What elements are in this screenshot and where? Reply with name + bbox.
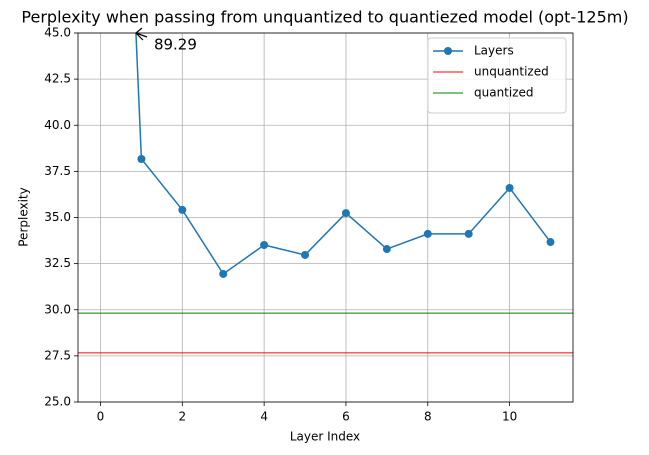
annotation-arrow: [135, 27, 148, 41]
chart-title: Perplexity when passing from unquantized…: [21, 8, 628, 27]
y-tick-label: 42.5: [44, 72, 71, 86]
legend-label: unquantized: [474, 65, 549, 79]
y-tick-label: 37.5: [44, 164, 71, 178]
data-point: [301, 250, 310, 259]
x-tick-label: 4: [260, 410, 268, 424]
annotation: 89.29: [154, 36, 197, 54]
plot-frame: [77, 32, 574, 403]
y-tick-label: 27.5: [44, 348, 71, 362]
data-point: [137, 155, 146, 164]
x-tick-label: 10: [502, 410, 517, 424]
y-tick-label: 40.0: [44, 118, 71, 132]
legend-label: Layers: [474, 44, 514, 58]
y-tick-label: 45.0: [44, 26, 71, 40]
plot-area: [78, 33, 573, 354]
data-point: [546, 238, 555, 247]
legend-marker: [444, 47, 452, 55]
data-point: [464, 229, 473, 238]
y-tick-label: 30.0: [44, 302, 71, 316]
legend-box: [427, 37, 567, 114]
legend-label: quantized: [474, 86, 534, 100]
data-point: [219, 269, 228, 278]
y-axis-label: Perplexity: [17, 187, 31, 247]
y-tick-label: 35.0: [44, 210, 71, 224]
data-point: [178, 205, 187, 214]
data-point: [423, 229, 432, 238]
line-series: [135, 33, 552, 276]
data-point: [382, 245, 391, 254]
x-tick-label: 2: [178, 410, 186, 424]
x-axis-label: Layer Index: [290, 430, 360, 444]
data-point: [341, 209, 350, 218]
x-tick-label: 8: [424, 410, 432, 424]
x-tick-label: 6: [342, 410, 350, 424]
y-tick-label: 32.5: [44, 256, 71, 270]
data-point: [260, 240, 269, 249]
x-tick-label: 0: [97, 410, 105, 424]
y-tick-label: 25.0: [44, 395, 71, 409]
data-point: [505, 183, 514, 192]
